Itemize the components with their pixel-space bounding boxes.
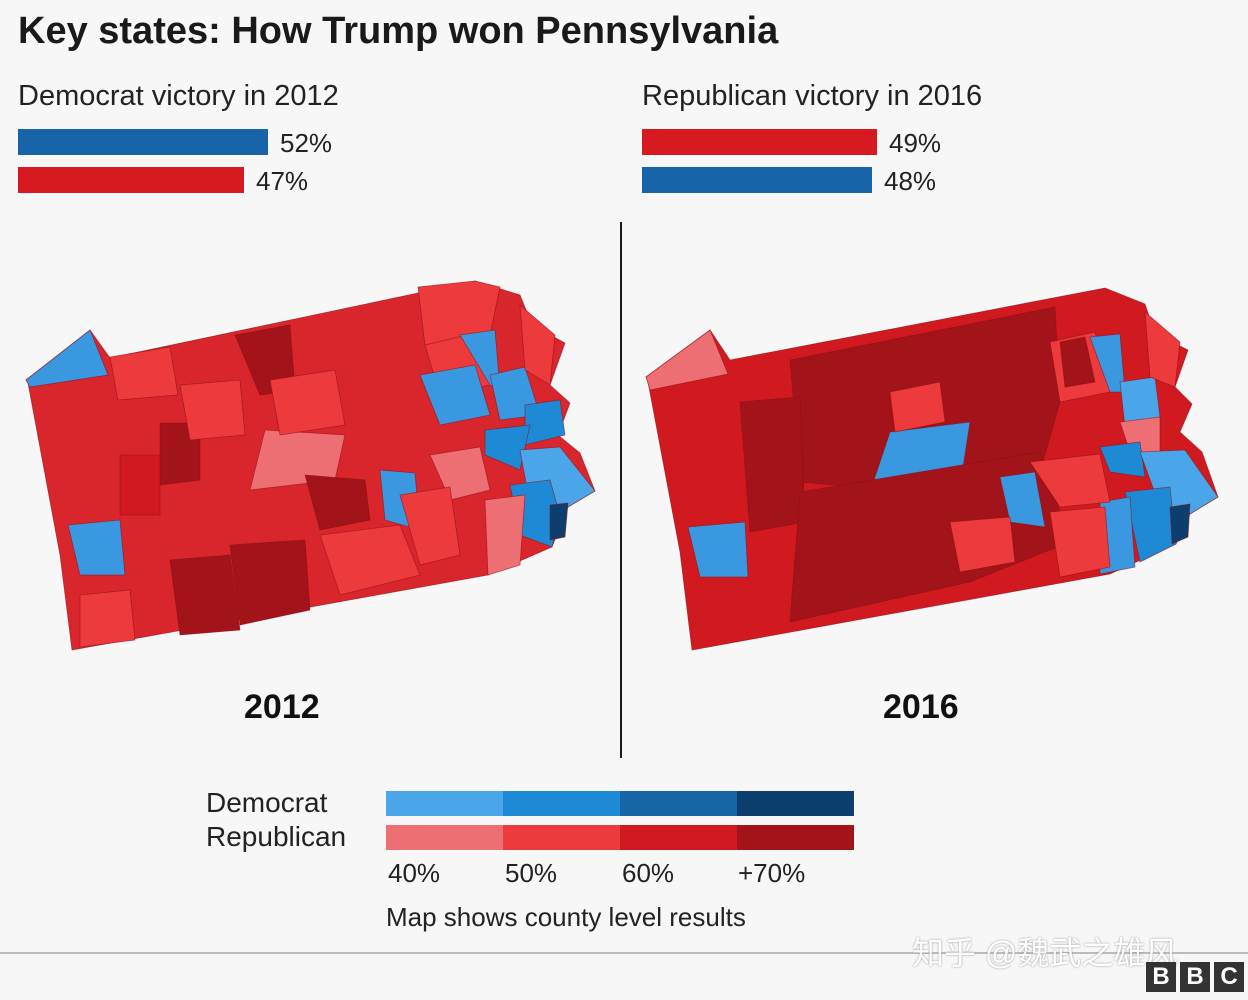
county [999, 471, 1046, 528]
map-2016 [645, 287, 1219, 651]
left-heading: Democrat victory in 2012 [18, 80, 339, 112]
county [889, 381, 946, 433]
county [319, 524, 421, 596]
legend-tick: 50% [505, 858, 558, 888]
legend-tick: +70% [738, 858, 806, 888]
legend-democrat-label: Democrat [206, 787, 328, 818]
democrat-swatch-3 [620, 791, 737, 816]
legend-democrat-scale [386, 791, 854, 816]
county [109, 346, 179, 401]
county [687, 521, 749, 578]
democrat-swatch-4 [737, 791, 854, 816]
right-bar-democrat-label: 48% [884, 166, 937, 196]
bbc-logo-letter: C [1214, 962, 1244, 992]
county [169, 554, 241, 636]
republican-swatch-2 [503, 825, 620, 850]
year-label-2012: 2012 [244, 688, 320, 726]
right-bar-republican [642, 129, 877, 155]
county [1169, 503, 1191, 545]
county [1099, 441, 1146, 478]
county [179, 379, 246, 441]
bbc-logo-letter: B [1180, 962, 1210, 992]
right-bar-democrat [642, 167, 872, 193]
county [79, 589, 136, 648]
legend-republican-label: Republican [206, 821, 347, 852]
right-bar-republican-label: 49% [889, 128, 942, 158]
county [25, 329, 109, 388]
county [269, 369, 346, 436]
county [1144, 311, 1181, 388]
county [484, 424, 531, 471]
county [67, 519, 126, 576]
county [304, 474, 371, 531]
republican-swatch-3 [620, 825, 737, 850]
county [417, 280, 501, 346]
legend-note: Map shows county level results [386, 902, 746, 932]
bbc-logo-letter: B [1146, 962, 1176, 992]
county [739, 396, 806, 533]
year-label-2016: 2016 [883, 688, 959, 726]
divider [620, 222, 622, 758]
county [789, 451, 1071, 623]
left-bar-republican [18, 167, 244, 193]
county [484, 494, 526, 576]
county [429, 446, 491, 501]
democrat-swatch-2 [503, 791, 620, 816]
map-2012 [25, 280, 596, 651]
county [419, 364, 491, 426]
county [229, 539, 311, 626]
county [399, 486, 461, 566]
county [519, 304, 556, 386]
footer-rule [0, 952, 1248, 954]
democrat-swatch-1 [386, 791, 503, 816]
county [1049, 506, 1111, 578]
county [1124, 486, 1177, 563]
county [645, 329, 729, 391]
right-heading: Republican victory in 2016 [642, 80, 983, 112]
county [549, 502, 569, 541]
republican-swatch-1 [386, 825, 503, 850]
republican-swatch-4 [737, 825, 854, 850]
left-bar-democrat-label: 52% [280, 128, 333, 158]
legend-republican-scale [386, 825, 854, 850]
county [1059, 336, 1096, 388]
watermark: 知乎 @魏武之雄风 [912, 935, 1178, 971]
county [1029, 453, 1111, 508]
bbc-logo: B B C [1146, 962, 1244, 992]
left-bar-republican-label: 47% [256, 166, 309, 196]
left-bar-democrat [18, 129, 268, 155]
legend-tick: 40% [388, 858, 441, 888]
county [949, 516, 1016, 573]
legend-tick: 60% [622, 858, 675, 888]
county [119, 454, 161, 516]
page-title: Key states: How Trump won Pennsylvania [18, 10, 779, 52]
